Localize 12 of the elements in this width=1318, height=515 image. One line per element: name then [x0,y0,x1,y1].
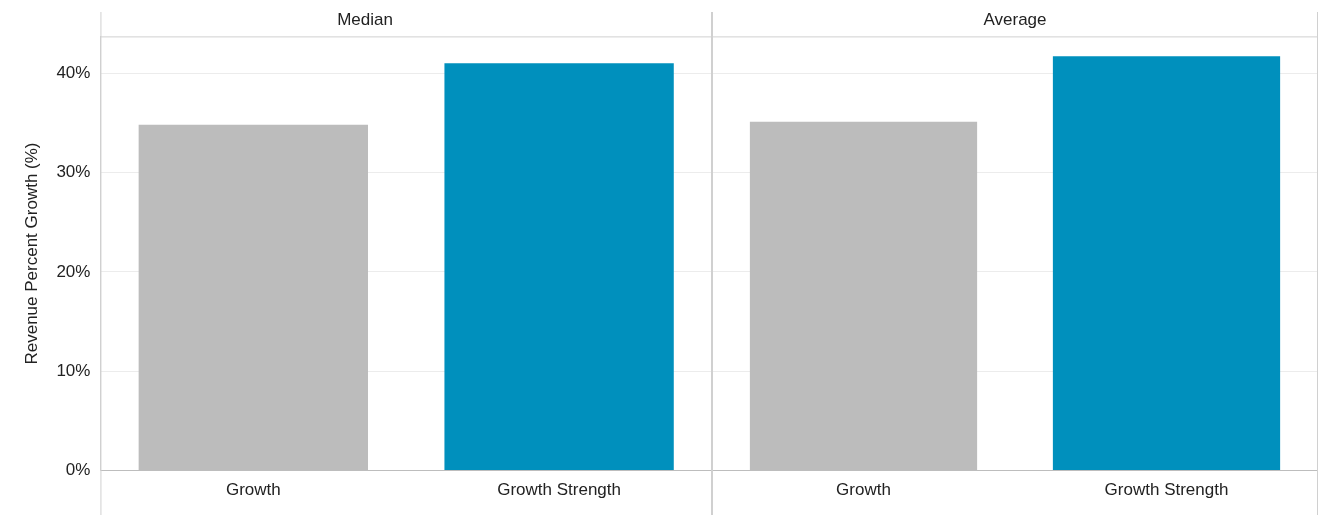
y-tick-label: 30% [56,162,91,182]
y-axis-title: Revenue Percent Growth (%) [21,142,41,365]
y-tick-label: 10% [56,360,91,380]
x-tick-label: Growth Strength [1104,480,1229,500]
x-tick-label: Growth [225,480,281,500]
x-tick-label: Growth Strength [497,480,621,500]
x-tick-label: Growth [836,480,891,500]
y-tick-label: 0% [65,460,91,480]
y-tick-label: 20% [56,261,91,281]
chart-title: Average [983,9,1047,29]
chart-title: Median [337,9,393,29]
y-tick-label: 40% [56,62,91,82]
